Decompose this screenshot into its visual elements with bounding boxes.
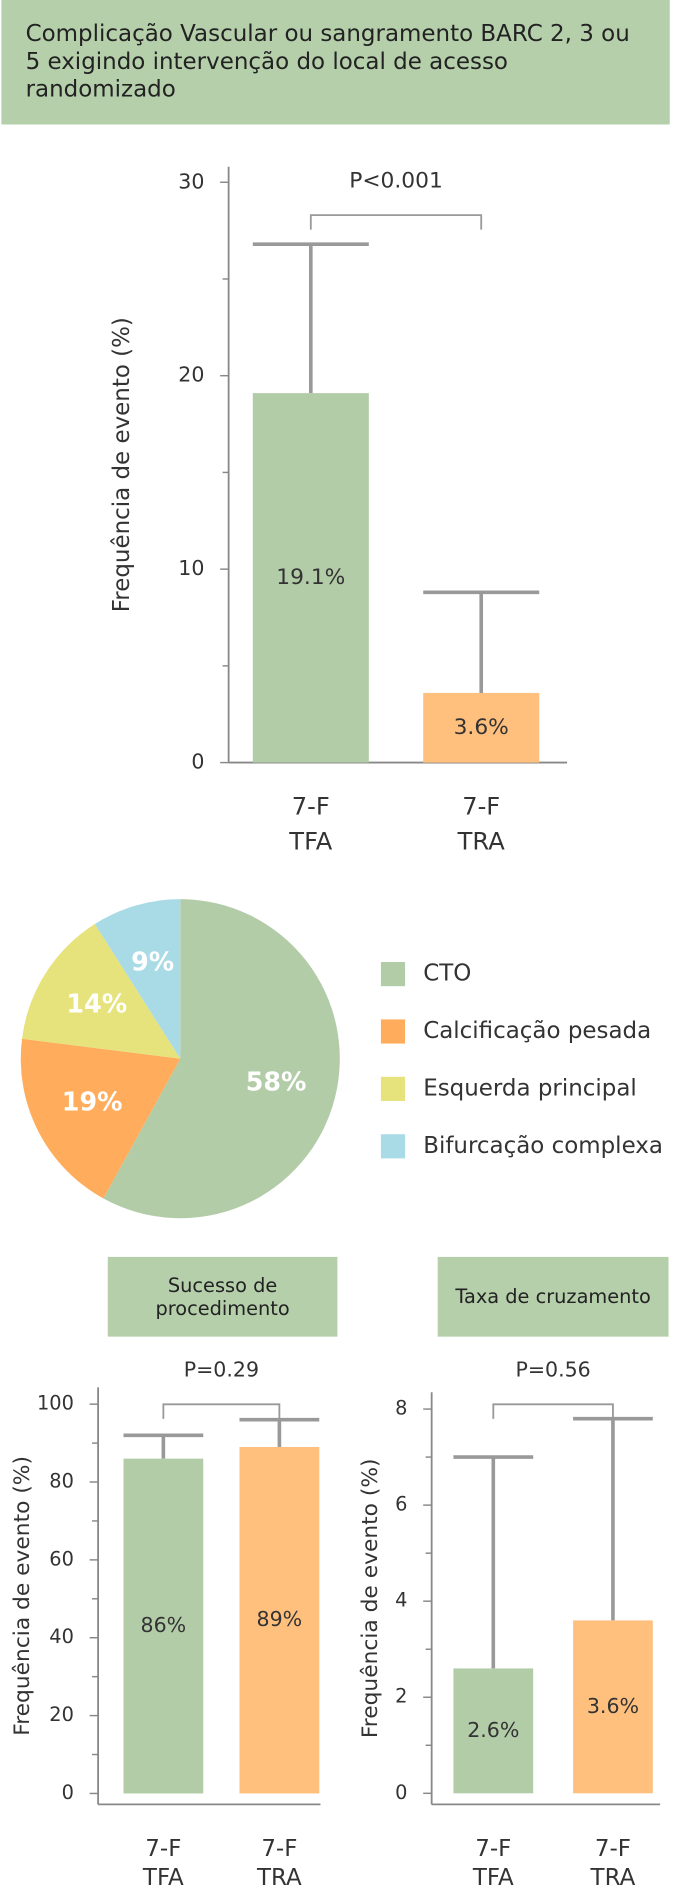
slice-label: 14% <box>66 989 127 1019</box>
value-label: 3.6% <box>454 715 509 740</box>
legend-label: Bifurcação complexa <box>423 1133 663 1159</box>
legend-label: Calcificação pesada <box>423 1018 651 1044</box>
bar <box>423 692 540 763</box>
y-axis-label: Frequência de evento (%) <box>10 1456 35 1736</box>
significance-bracket <box>309 214 483 230</box>
chart-title: Sucesso de procedimento <box>155 1273 290 1320</box>
y-tick-label: 30 <box>178 169 204 193</box>
significance-bracket <box>492 1403 614 1419</box>
y-tick-label: 0 <box>191 750 204 774</box>
y-tick-label: 2 <box>395 1685 407 1708</box>
y-axis-label: Frequência de evento (%) <box>109 317 135 612</box>
y-tick-label: 60 <box>49 1547 74 1570</box>
y-tick-label: 6 <box>395 1493 407 1516</box>
title-box <box>437 1256 669 1337</box>
bar <box>239 1446 320 1794</box>
slice-label: 19% <box>62 1087 123 1117</box>
x-tick-label: 7-F TRA <box>457 792 506 855</box>
value-label: 3.6% <box>587 1694 639 1718</box>
slice-label: 58% <box>246 1066 307 1096</box>
bar <box>123 1458 204 1794</box>
y-tick-label: 8 <box>395 1397 407 1420</box>
title-box <box>1 0 670 125</box>
title-box <box>107 1256 338 1337</box>
y-axis-label: Frequência de evento (%) <box>358 1458 383 1738</box>
slice-label: 9% <box>131 947 174 977</box>
legend-label: Esquerda principal <box>423 1075 637 1101</box>
title-area: Complicação Vascular ou sangramento BARC… <box>25 20 630 103</box>
legend-swatch <box>380 1076 406 1101</box>
bar <box>573 1620 653 1794</box>
x-tick-label: 7-F TRA <box>256 1836 302 1891</box>
y-tick-label: 80 <box>49 1470 74 1493</box>
y-tick-label: 0 <box>62 1781 74 1804</box>
x-tick-label: 7-F TFA <box>472 1836 514 1891</box>
pie-slice <box>94 899 181 1059</box>
y-tick-label: 20 <box>178 363 204 387</box>
value-label: 86% <box>141 1613 187 1637</box>
y-tick-label: 40 <box>49 1625 74 1648</box>
x-tick-label: 7-F TFA <box>288 792 332 855</box>
title-area: Taxa de cruzamento <box>455 1285 651 1309</box>
legend-swatch <box>380 1134 406 1159</box>
annotation: P=0.29 <box>184 1357 259 1381</box>
x-tick-label: 7-F TRA <box>590 1836 636 1891</box>
annotation: P<0.001 <box>349 168 443 193</box>
annotation: P=0.56 <box>515 1357 590 1381</box>
pie-slice <box>22 923 181 1059</box>
y-tick-label: 0 <box>395 1781 407 1804</box>
x-tick-label: 7-F TFA <box>142 1836 184 1891</box>
chart-title: Complicação Vascular ou sangramento BARC… <box>25 20 630 103</box>
pie-slice <box>20 1038 181 1199</box>
title-area: Sucesso de procedimento <box>155 1273 290 1320</box>
legend-swatch <box>380 962 406 987</box>
legend-label: CTO <box>423 961 471 987</box>
significance-bracket <box>162 1403 281 1419</box>
value-label: 2.6% <box>467 1718 519 1742</box>
value-label: 89% <box>257 1607 303 1631</box>
y-tick-label: 20 <box>49 1703 74 1726</box>
bar <box>252 393 369 763</box>
y-tick-label: 4 <box>395 1589 407 1612</box>
chart-title: Taxa de cruzamento <box>455 1285 651 1309</box>
y-tick-label: 100 <box>37 1392 74 1415</box>
y-tick-label: 10 <box>178 556 204 580</box>
pie-slice <box>103 899 340 1219</box>
bar <box>453 1668 534 1794</box>
legend-swatch <box>380 1019 406 1044</box>
value-label: 19.1% <box>276 565 345 590</box>
